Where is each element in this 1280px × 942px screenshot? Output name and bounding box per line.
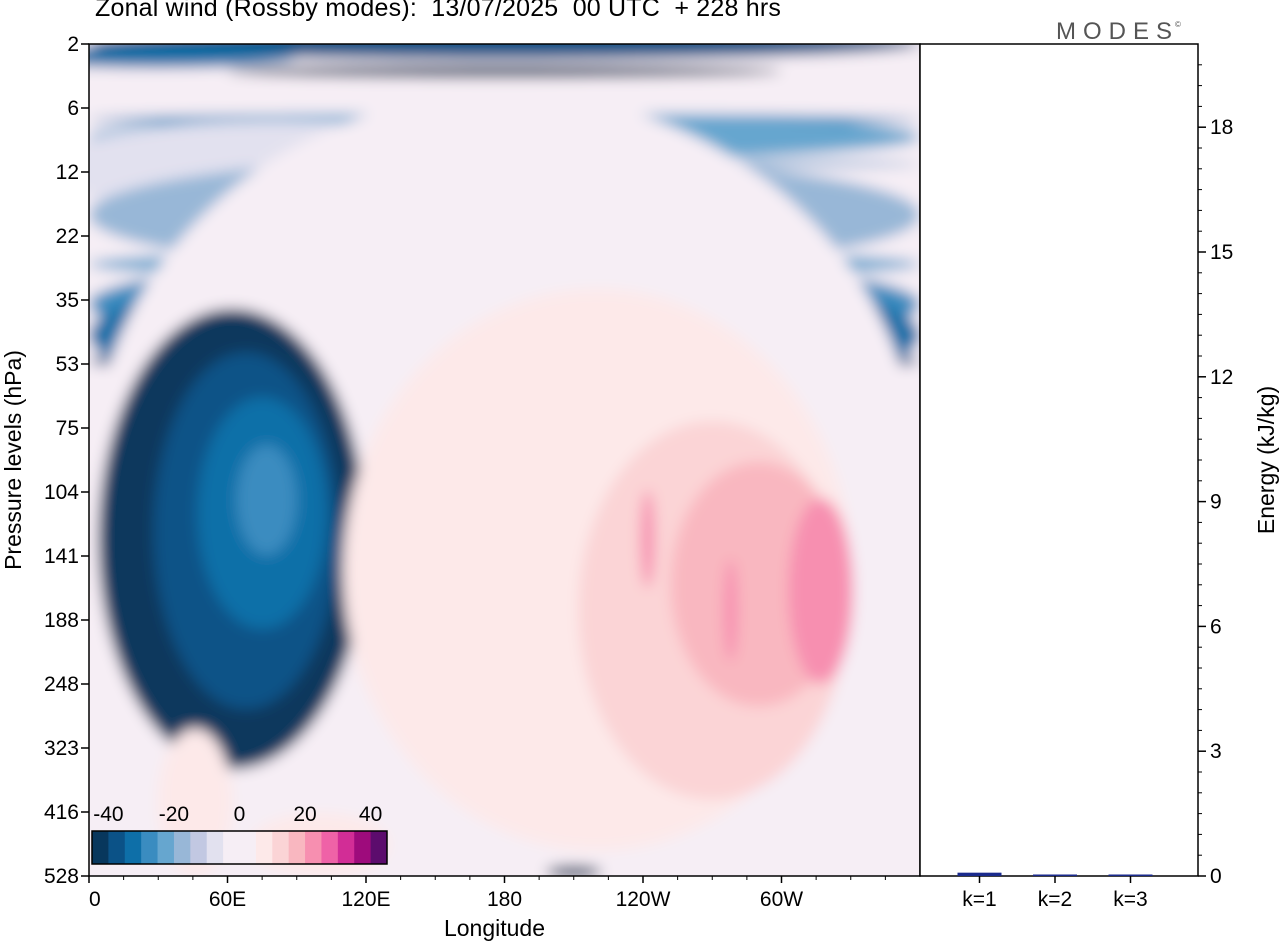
y-tick-label: 104 xyxy=(44,481,79,504)
colorbar-swatch xyxy=(206,831,224,864)
energy-bar-panel: 0 3 6 9 12 15 18 Energy (kJ/kg) k=1 k=2 k=3 xyxy=(919,43,1279,911)
colorbar-tick-label: -20 xyxy=(159,803,189,826)
colorbar-swatch xyxy=(288,831,306,864)
energy-axis-label: Energy (kJ/kg) xyxy=(1253,386,1279,534)
x-tick-label: 0 xyxy=(89,888,101,911)
bar-category-label: k=1 xyxy=(962,888,996,911)
y-tick-label: 6 xyxy=(67,97,79,120)
y-axis: 2 6 12 22 35 53 75 104 141 188 248 323 416 528 xyxy=(44,33,89,888)
wind-region xyxy=(89,44,920,60)
y-tick-label: 141 xyxy=(44,545,79,568)
wind-region xyxy=(236,444,297,556)
colorbar-frame xyxy=(91,830,388,865)
y-tick-label: 35 xyxy=(56,289,79,312)
colorbar-swatch xyxy=(223,831,240,864)
energy-tick-label: 6 xyxy=(1210,615,1222,638)
colorbar-swatch xyxy=(305,831,322,864)
energy-tick-label: 15 xyxy=(1210,241,1233,264)
colorbar-tick-label: 20 xyxy=(293,803,316,826)
colorbar-swatch xyxy=(255,831,273,864)
energy-tick-label: 3 xyxy=(1210,740,1222,763)
y-tick-label: 22 xyxy=(56,225,79,248)
energy-tick-label: 0 xyxy=(1210,865,1222,888)
x-tick-label: 60W xyxy=(760,888,803,911)
y-tick-label: 2 xyxy=(67,33,79,56)
colorbar-swatch xyxy=(190,831,208,864)
y-tick-label: 12 xyxy=(56,161,79,184)
wind-region xyxy=(723,559,738,662)
colorbar-tick-label: -40 xyxy=(93,803,123,826)
y-tick-label: 323 xyxy=(44,737,79,760)
contour-field xyxy=(89,44,920,876)
x-axis: 0 60E 120E 180 120W 60W xyxy=(88,876,886,911)
colorbar: -40 -20 0 20 40 xyxy=(91,803,388,865)
y-tick-label: 53 xyxy=(56,353,79,376)
energy-tick-label: 12 xyxy=(1210,366,1233,389)
bar-category-label: k=3 xyxy=(1113,888,1147,911)
colorbar-swatch xyxy=(92,831,109,864)
x-tick-label: 120W xyxy=(616,888,671,911)
colorbar-tick-label: 0 xyxy=(234,803,246,826)
y-tick-label: 248 xyxy=(44,673,79,696)
energy-tick-label: 18 xyxy=(1210,116,1233,139)
colorbar-swatch xyxy=(239,831,257,864)
x-tick-label: 60E xyxy=(209,888,246,911)
colorbar-swatch xyxy=(321,831,339,864)
colorbar-swatch xyxy=(108,831,126,864)
colorbar-swatch xyxy=(124,831,142,864)
wind-region xyxy=(546,865,602,876)
wind-region xyxy=(788,498,854,684)
colorbar-swatch xyxy=(272,831,290,864)
bar-panel-frame xyxy=(919,43,1199,877)
modes-logo: MODES© xyxy=(1056,18,1185,46)
copyright-mark: © xyxy=(1175,20,1181,29)
y-tick-label: 528 xyxy=(44,865,79,888)
chart-title: Zonal wind (Rossby modes): 13/07/2025 00… xyxy=(95,0,782,22)
y-tick-label: 188 xyxy=(44,609,79,632)
energy-bar xyxy=(1033,874,1077,876)
colorbar-swatch xyxy=(173,831,191,864)
y-tick-label: 416 xyxy=(44,801,79,824)
colorbar-swatch xyxy=(354,831,372,864)
wind-region xyxy=(89,46,297,68)
wind-region xyxy=(640,490,655,588)
y-tick-label: 75 xyxy=(56,417,79,440)
x-tick-label: 120E xyxy=(341,888,390,911)
energy-bar xyxy=(957,872,1002,876)
x-tick-label: 180 xyxy=(487,888,522,911)
colorbar-swatch xyxy=(157,831,175,864)
wind-region xyxy=(227,65,782,78)
energy-bar xyxy=(1108,874,1153,876)
colorbar-swatch xyxy=(370,831,388,864)
x-axis-label: Longitude xyxy=(444,915,545,941)
y-axis-label: Pressure levels (hPa) xyxy=(0,350,26,570)
energy-tick-label: 9 xyxy=(1210,491,1222,514)
colorbar-swatch xyxy=(337,831,355,864)
logo-text: MODES xyxy=(1056,18,1180,45)
colorbar-swatch xyxy=(141,831,159,864)
bar-category-label: k=2 xyxy=(1038,888,1072,911)
colorbar-tick-label: 40 xyxy=(359,803,382,826)
